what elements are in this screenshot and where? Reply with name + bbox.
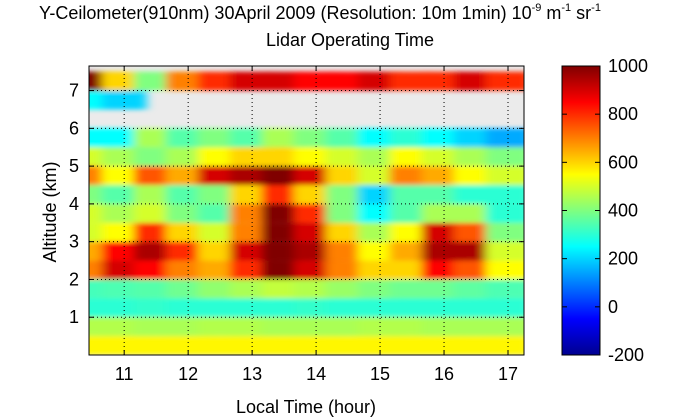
- x-tick-label: 14: [306, 364, 326, 384]
- title-part-4: sr: [571, 3, 592, 23]
- y-tick-label: 1: [69, 307, 79, 327]
- x-tick-label: 12: [178, 364, 198, 384]
- heatmap-cell: [485, 279, 524, 299]
- y-axis: 1 2 3 4 5 6 7: [69, 81, 524, 327]
- title-part-1: -9: [531, 2, 542, 14]
- chart-title-text: Y-Ceilometer(910nm) 30April 2009 (Resolu…: [39, 2, 601, 24]
- colorbar-tick-label: 800: [608, 104, 638, 124]
- title-part-5: -1: [591, 2, 601, 14]
- y-axis-label: Altitude (km): [40, 161, 60, 262]
- y-tick-label: 2: [69, 269, 79, 289]
- heatmap-cell: [485, 185, 524, 204]
- y-tick-label: 6: [69, 118, 79, 138]
- heatmap-cell: [485, 260, 524, 280]
- chart-subtitle: Lidar Operating Time: [265, 30, 435, 50]
- grid-lines: [89, 66, 524, 355]
- colorbar-tick-label: 1000: [608, 56, 648, 76]
- heatmap-cell: [485, 147, 524, 167]
- heatmap-cell: [485, 222, 524, 242]
- y-tick-label: 3: [69, 232, 79, 252]
- x-axis: 11 12 13 14 15 16 17: [115, 66, 518, 384]
- x-tick-label: 16: [434, 364, 454, 384]
- plot-frame: [88, 65, 525, 356]
- colorbar-tick-label: 600: [608, 152, 638, 172]
- title-part-0: Y-Ceilometer(910nm) 30April 2009 (Resolu…: [39, 3, 532, 23]
- x-tick-label: 17: [498, 364, 518, 384]
- title-part-3: -1: [561, 2, 572, 14]
- colorbar-gradient: [562, 66, 600, 355]
- colorbar-tick-label: -200: [608, 345, 644, 365]
- title-part-2: m: [541, 3, 562, 23]
- x-tick-label: 13: [242, 364, 262, 384]
- colorbar-tick-label: 0: [608, 297, 618, 317]
- y-tick-label: 5: [69, 156, 79, 176]
- heatmap-cell: [101, 90, 147, 110]
- colorbar-tick-label: 200: [608, 249, 638, 269]
- heatmap-cell: [485, 336, 524, 355]
- x-tick-label: 11: [115, 364, 134, 384]
- colorbar-axis: 1000 800 600 400 200 0 -200: [562, 56, 648, 365]
- x-axis-label: Local Time (hour): [236, 397, 376, 417]
- heatmap-cell: [485, 166, 524, 185]
- y-tick-label: 4: [69, 194, 79, 214]
- colorbar-tick-label: 400: [608, 201, 638, 221]
- x-tick-label: 15: [370, 364, 390, 384]
- heatmap-cell: [485, 317, 524, 337]
- heatmap-cell: [485, 203, 524, 223]
- heatmap-cell: [485, 298, 524, 318]
- chart-title: Y-Ceilometer(910nm) 30April 2009 (Resolu…: [0, 3, 700, 24]
- heatmap-cell: [485, 241, 524, 261]
- heatmap-cell: [485, 128, 524, 148]
- heatmap-cell: [485, 71, 524, 91]
- y-tick-label: 7: [69, 81, 79, 101]
